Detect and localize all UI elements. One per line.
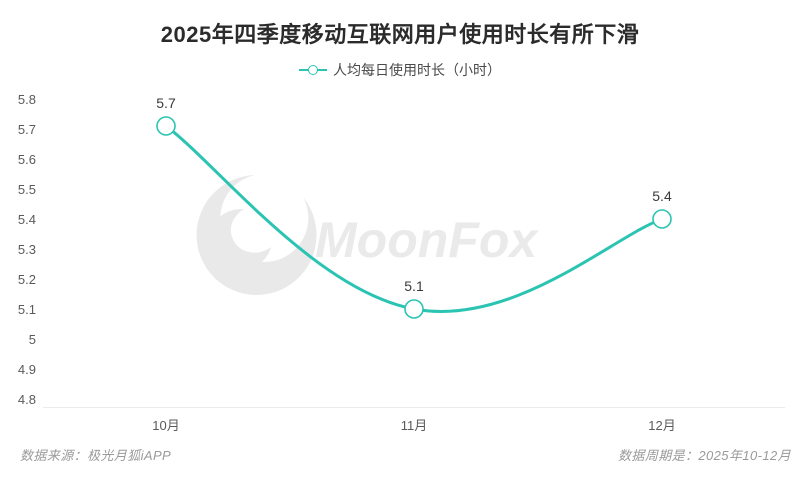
svg-text:MoonFox: MoonFox — [315, 212, 539, 268]
